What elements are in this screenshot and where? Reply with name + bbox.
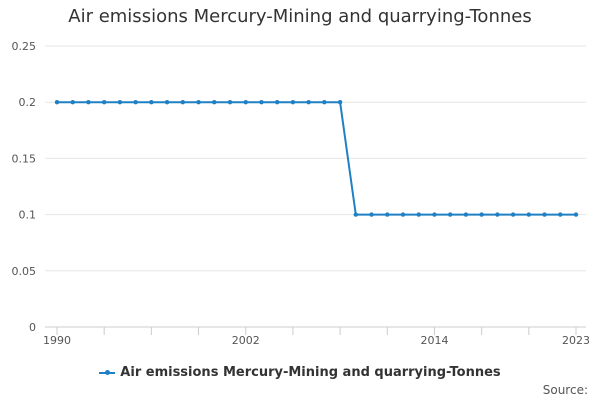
- data-point[interactable]: [432, 212, 437, 217]
- data-point[interactable]: [180, 100, 186, 105]
- source-label: Source:: [542, 383, 588, 397]
- data-point[interactable]: [70, 100, 75, 105]
- data-point[interactable]: [447, 212, 453, 217]
- data-point[interactable]: [463, 212, 469, 217]
- series-line: [57, 101, 576, 216]
- data-point[interactable]: [558, 212, 563, 217]
- data-point[interactable]: [212, 100, 217, 105]
- data-point[interactable]: [306, 100, 311, 105]
- x-axis: [45, 326, 586, 335]
- data-point[interactable]: [526, 212, 532, 217]
- data-point[interactable]: [322, 100, 327, 105]
- data-point[interactable]: [495, 212, 500, 217]
- data-point[interactable]: [274, 100, 280, 105]
- x-tick-label: 1990: [43, 334, 71, 347]
- data-point[interactable]: [337, 100, 343, 105]
- legend-line-marker-icon: [99, 369, 116, 375]
- series-layer: [54, 100, 579, 217]
- data-point[interactable]: [133, 100, 138, 105]
- x-tick-label: 2023: [562, 334, 590, 347]
- legend-label: Air emissions Mercury-Mining and quarryi…: [120, 365, 501, 380]
- data-point[interactable]: [353, 212, 359, 217]
- data-point[interactable]: [369, 212, 374, 217]
- data-point[interactable]: [196, 100, 201, 105]
- chart-title: Air emissions Mercury-Mining and quarryi…: [68, 6, 532, 27]
- data-point[interactable]: [510, 212, 516, 217]
- x-tick-label: 2014: [420, 334, 448, 347]
- data-point[interactable]: [479, 212, 484, 217]
- gridlines: [45, 45, 586, 272]
- data-point[interactable]: [117, 100, 123, 105]
- data-point[interactable]: [149, 100, 154, 105]
- data-point[interactable]: [164, 100, 170, 105]
- x-axis-ticks: 1990 2002 2014 2023: [43, 334, 590, 347]
- y-tick-label: 0.05: [12, 265, 37, 278]
- data-point[interactable]: [416, 212, 421, 217]
- y-tick-label: 0.1: [19, 209, 37, 222]
- y-axis-ticks: 0 0.05 0.1 0.15 0.2 0.25: [12, 40, 37, 334]
- x-tick-label: 2002: [232, 334, 260, 347]
- data-point[interactable]: [290, 100, 296, 105]
- data-point[interactable]: [243, 100, 248, 105]
- data-point[interactable]: [259, 100, 264, 105]
- data-point[interactable]: [54, 100, 60, 105]
- data-point[interactable]: [573, 212, 579, 217]
- y-tick-label: 0: [29, 321, 36, 334]
- data-point[interactable]: [385, 212, 390, 217]
- data-point[interactable]: [86, 100, 91, 105]
- y-tick-label: 0.2: [19, 96, 37, 109]
- data-point[interactable]: [542, 212, 547, 217]
- data-point[interactable]: [227, 100, 233, 105]
- y-tick-label: 0.15: [12, 152, 37, 165]
- data-point[interactable]: [101, 100, 107, 105]
- data-point[interactable]: [400, 212, 406, 217]
- y-tick-label: 0.25: [12, 40, 37, 53]
- legend[interactable]: Air emissions Mercury-Mining and quarryi…: [0, 365, 600, 380]
